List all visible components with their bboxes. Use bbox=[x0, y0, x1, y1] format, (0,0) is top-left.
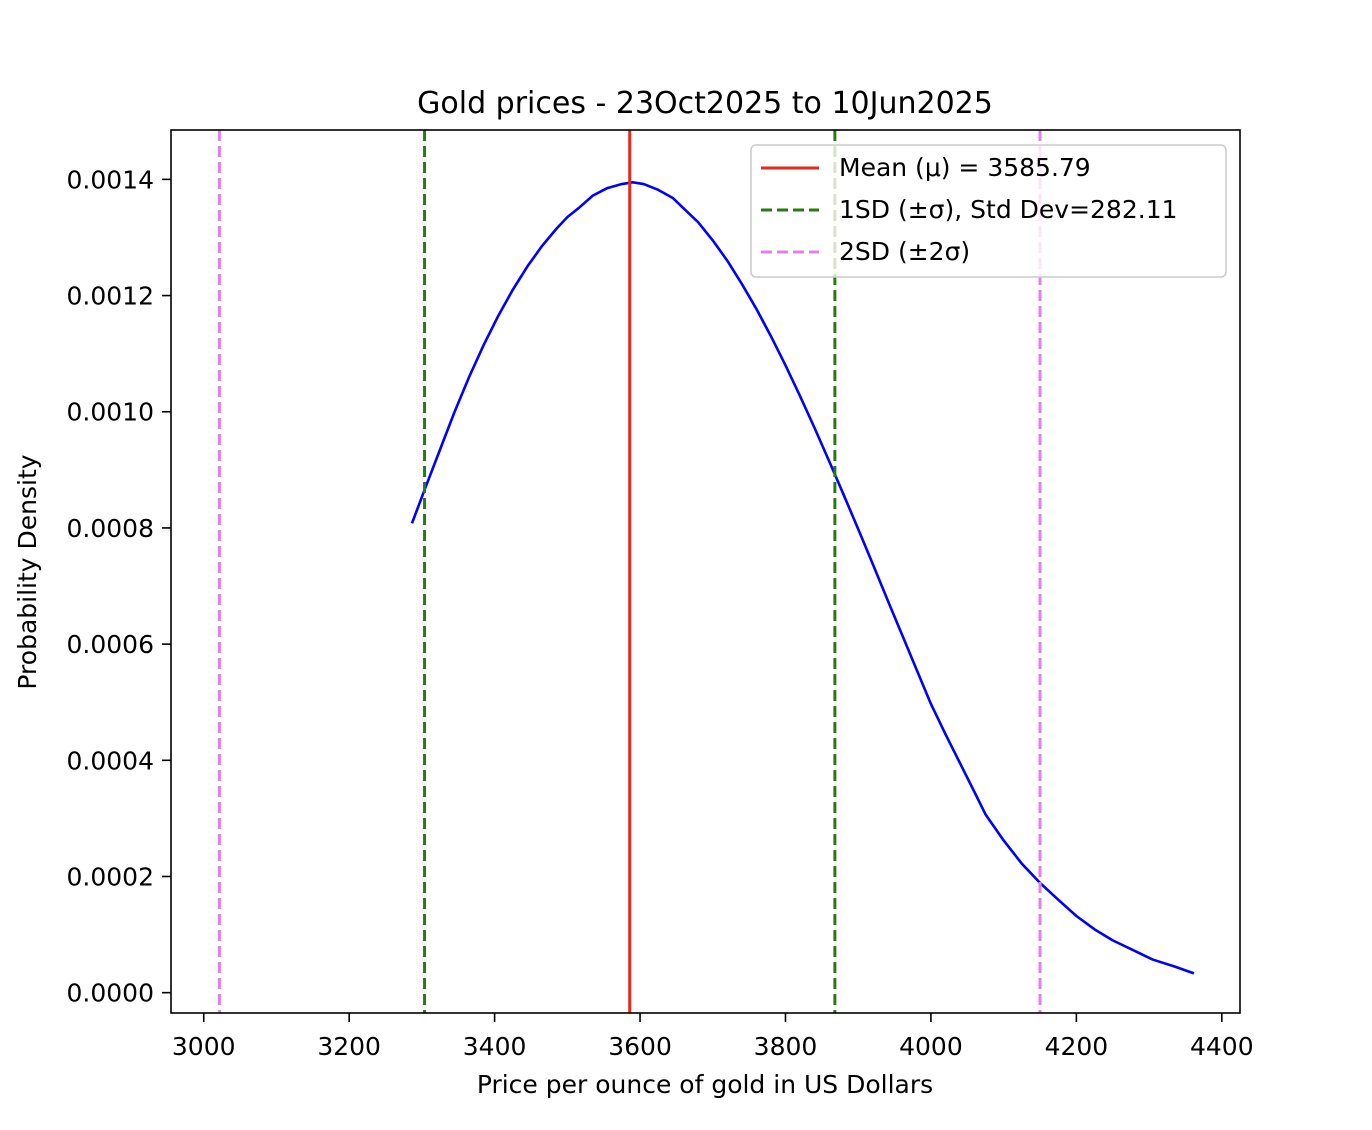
y-tick-label: 0.0010 bbox=[67, 398, 154, 427]
x-tick-label: 3600 bbox=[608, 1032, 672, 1061]
legend-label: Mean (μ) = 3585.79 bbox=[839, 153, 1091, 182]
x-axis-title: Price per ounce of gold in US Dollars bbox=[477, 1070, 933, 1099]
y-axis-title: Probability Density bbox=[13, 454, 42, 689]
legend-label: 2SD (±2σ) bbox=[839, 237, 970, 266]
x-tick-label: 3200 bbox=[317, 1032, 381, 1061]
x-tick-label: 3000 bbox=[172, 1032, 236, 1061]
y-tick-label: 0.0008 bbox=[67, 514, 154, 543]
legend: Mean (μ) = 3585.79 1SD (±σ), Std Dev=282.… bbox=[750, 144, 1227, 278]
y-tick-label: 0.0002 bbox=[67, 862, 154, 891]
x-tick-label: 4400 bbox=[1190, 1032, 1254, 1061]
density-curve-density bbox=[410, 180, 1195, 975]
legend-label: 1SD (±σ), Std Dev=282.11 bbox=[839, 195, 1178, 224]
chart-title: Gold prices - 23Oct2025 to 10Jun2025 bbox=[417, 86, 993, 121]
x-tick-label: 4000 bbox=[899, 1032, 963, 1061]
y-tick-label: 0.0012 bbox=[67, 282, 154, 311]
y-tick-label: 0.0006 bbox=[67, 630, 154, 659]
x-tick-label: 4200 bbox=[1045, 1032, 1109, 1061]
y-tick-label: 0.0014 bbox=[67, 165, 154, 194]
legend-box bbox=[750, 144, 1227, 278]
x-tick-label: 3800 bbox=[754, 1032, 818, 1061]
plot-frame bbox=[170, 129, 1241, 1014]
y-tick-label: 0.0004 bbox=[67, 746, 154, 775]
y-tick-label: 0.0000 bbox=[67, 979, 154, 1008]
plot-layer: 3000 3200 3400 3600 3800 4000 4200 4400 0.0000 0.… bbox=[67, 129, 1254, 1061]
x-tick-label: 3400 bbox=[463, 1032, 527, 1061]
